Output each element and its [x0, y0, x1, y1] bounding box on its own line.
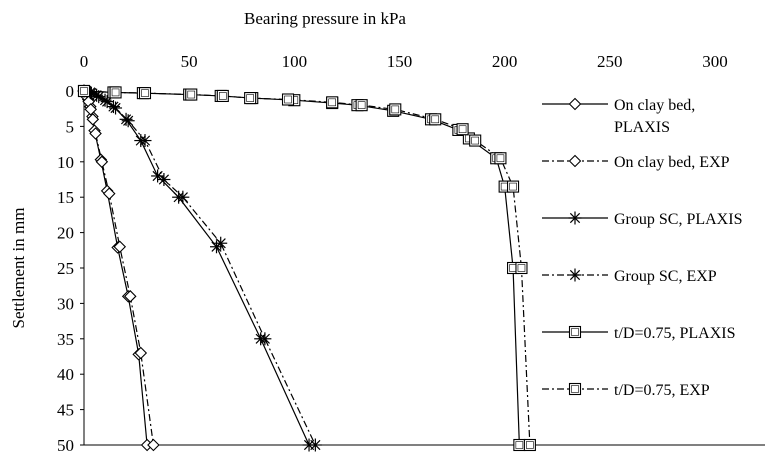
series-4-point	[92, 90, 106, 104]
marker-layer	[77, 84, 536, 452]
legend-label: Group SC, PLAXIS	[614, 211, 742, 228]
legend-marker	[568, 382, 582, 396]
legend-entry: On clay bed, EXP	[542, 154, 730, 171]
series-2-point	[84, 103, 98, 116]
series-6-point	[456, 123, 469, 136]
legend-marker	[568, 325, 582, 339]
series-6-point	[523, 438, 536, 452]
series-6-point	[507, 180, 520, 193]
y-axis-title: Settlement in mm	[9, 208, 28, 329]
series-6-point	[515, 261, 528, 275]
legend-entry: t/D=0.75, EXP	[542, 382, 710, 399]
y-tick-label: 0	[66, 82, 75, 101]
x-axis-title: Bearing pressure in kPa	[244, 9, 406, 28]
y-tick-label: 5	[66, 117, 75, 136]
legend-marker	[568, 268, 582, 282]
series-6-line	[83, 90, 531, 446]
legend-entry: On clay bed, PLAXIS	[542, 97, 695, 136]
legend: On clay bed, PLAXIS On clay bed, EXP Group …	[542, 97, 742, 399]
x-tick-label: 100	[282, 52, 308, 71]
series-6-point	[244, 92, 257, 105]
series-5-point	[513, 438, 526, 452]
series-4-point	[214, 236, 228, 250]
series-6-point	[355, 99, 368, 112]
y-tick-label: 30	[57, 294, 74, 313]
legend-entry: Group SC, PLAXIS	[542, 211, 742, 228]
series-3-line	[83, 90, 310, 446]
legend-marker	[568, 154, 582, 168]
series-2-point	[134, 346, 148, 360]
x-tick-label: 250	[597, 52, 623, 71]
x-tick-label: 200	[492, 52, 518, 71]
series-2-point	[123, 290, 137, 303]
legend-label: On clay bed, EXP	[614, 154, 730, 171]
series-4-line	[83, 90, 316, 446]
legend-marker	[568, 97, 582, 111]
y-tick-label: 25	[57, 259, 74, 278]
series-4-point	[109, 101, 123, 115]
series-4-point	[308, 438, 322, 452]
series-4-point	[157, 173, 171, 186]
series-6-point	[469, 134, 482, 147]
y-tick-label: 40	[57, 365, 74, 384]
series-4-point	[176, 190, 190, 204]
series-2-point	[95, 155, 109, 169]
series-2-point	[89, 127, 102, 140]
series-2-point	[113, 240, 127, 254]
legend-label: On clay bed, PLAXIS	[614, 97, 695, 136]
legend-label: t/D=0.75, EXP	[614, 382, 710, 399]
series-6-point	[389, 103, 402, 116]
legend-entry: t/D=0.75, PLAXIS	[542, 325, 735, 342]
legend-label: Group SC, EXP	[614, 268, 717, 285]
series-6-point	[429, 113, 442, 126]
x-tick-label: 150	[387, 52, 413, 71]
series-6-point	[216, 89, 229, 103]
x-tick-label: 300	[702, 52, 728, 71]
legend-entry: Group SC, EXP	[542, 268, 717, 285]
y-tick-label: 50	[57, 436, 74, 455]
series-4-point	[121, 114, 135, 128]
series-6-point	[185, 88, 198, 101]
series-6-point	[494, 152, 507, 165]
y-tick-label: 15	[57, 188, 74, 207]
series-4-point	[258, 332, 272, 346]
axes-layer: 0 50 100 150 200 250 300 0 5 10 15 20 25 30 35 40 45 50 Be…	[9, 9, 765, 455]
x-tick-label: 50	[181, 52, 198, 71]
series-4-point	[138, 134, 152, 148]
y-tick-label: 20	[57, 224, 74, 243]
series-6-point	[109, 86, 122, 99]
series-2-point	[102, 187, 116, 200]
series-6-point	[281, 93, 295, 106]
series-6-point	[138, 87, 152, 100]
y-tick-label: 10	[57, 153, 74, 172]
legend-marker	[568, 211, 582, 225]
y-tick-label: 45	[57, 401, 74, 420]
series-2-point	[147, 438, 160, 452]
y-tick-label: 35	[57, 330, 74, 349]
x-tick-label: 0	[80, 52, 89, 71]
series-6-point	[77, 84, 91, 98]
series-6-point	[326, 96, 339, 109]
series-4-point	[100, 95, 114, 109]
legend-label: t/D=0.75, PLAXIS	[614, 325, 735, 342]
series-2-point	[86, 113, 100, 126]
